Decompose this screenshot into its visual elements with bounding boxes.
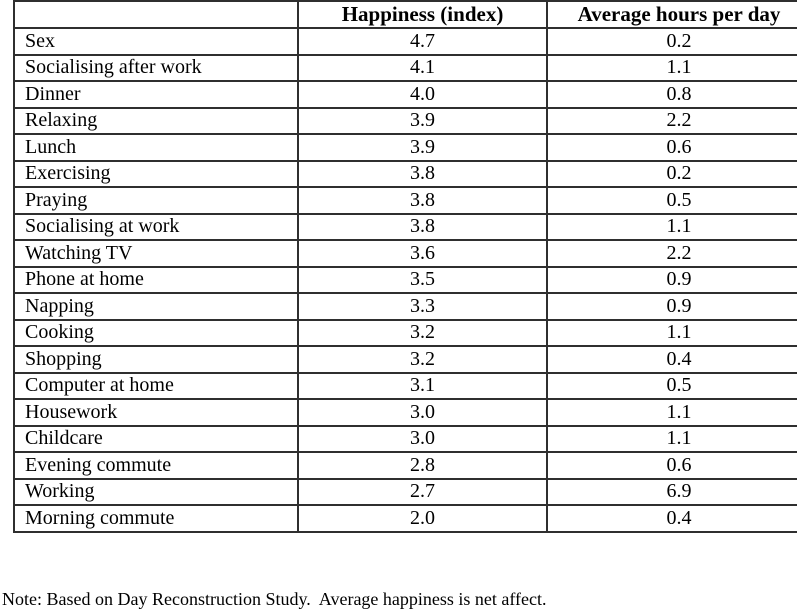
hours-cell: 0.6 [546,133,797,162]
hours-cell: 0.5 [546,186,797,215]
activity-cell: Watching TV [13,239,299,268]
table-row: Watching TV 3.6 2.2 [13,239,797,268]
hours-cell: 0.8 [546,80,797,109]
activity-cell: Morning commute [13,504,299,533]
table-row: Napping 3.3 0.9 [13,292,797,321]
activity-cell: Housework [13,398,299,427]
hours-cell: 0.5 [546,371,797,400]
happiness-cell: 3.8 [297,186,548,215]
hours-cell: 2.2 [546,239,797,268]
table-row: Cooking 3.2 1.1 [13,318,797,347]
happiness-cell: 3.2 [297,318,548,347]
happiness-cell: 3.1 [297,371,548,400]
table-row: Computer at home 3.1 0.5 [13,371,797,400]
hours-cell: 2.2 [546,106,797,135]
table-row: Socialising after work 4.1 1.1 [13,53,797,82]
hours-cell: 0.6 [546,451,797,480]
happiness-cell: 3.8 [297,212,548,241]
happiness-cell: 4.1 [297,53,548,82]
happiness-cell: 3.9 [297,106,548,135]
table-row: Socialising at work 3.8 1.1 [13,212,797,241]
hours-cell: 1.1 [546,212,797,241]
activity-cell: Cooking [13,318,299,347]
hours-cell: 1.1 [546,53,797,82]
activity-cell: Praying [13,186,299,215]
happiness-cell: 2.8 [297,451,548,480]
activity-cell: Childcare [13,424,299,453]
table-note: Note: Based on Day Reconstruction Study.… [2,589,547,609]
hours-cell: 1.1 [546,424,797,453]
table-row: Morning commute 2.0 0.4 [13,504,797,533]
table-row: Working 2.7 6.9 [13,477,797,506]
table-row: Sex 4.7 0.2 [13,27,797,56]
hours-cell: 0.9 [546,292,797,321]
happiness-cell: 4.7 [297,27,548,56]
hours-cell: 6.9 [546,477,797,506]
happiness-activities-table: Happiness (index) Average hours per day … [13,0,797,533]
hours-cell: 1.1 [546,318,797,347]
happiness-cell: 3.0 [297,398,548,427]
activity-cell: Socialising at work [13,212,299,241]
happiness-cell: 3.6 [297,239,548,268]
hours-cell: 0.2 [546,27,797,56]
activity-cell: Dinner [13,80,299,109]
happiness-cell: 3.9 [297,133,548,162]
happiness-cell: 3.5 [297,265,548,294]
table-row: Relaxing 3.9 2.2 [13,106,797,135]
hours-cell: 0.4 [546,504,797,533]
happiness-cell: 4.0 [297,80,548,109]
header-happiness-index: Happiness (index) [297,0,548,29]
header-activity-blank [13,0,299,29]
table-row: Exercising 3.8 0.2 [13,159,797,188]
activity-cell: Relaxing [13,106,299,135]
activity-cell: Napping [13,292,299,321]
header-average-hours: Average hours per day [546,0,797,29]
table-row: Dinner 4.0 0.8 [13,80,797,109]
table-row: Phone at home 3.5 0.9 [13,265,797,294]
activity-cell: Lunch [13,133,299,162]
hours-cell: 0.2 [546,159,797,188]
activity-cell: Working [13,477,299,506]
table-row: Childcare 3.0 1.1 [13,424,797,453]
activity-cell: Evening commute [13,451,299,480]
table-row: Housework 3.0 1.1 [13,398,797,427]
table-row: Evening commute 2.8 0.6 [13,451,797,480]
activity-cell: Phone at home [13,265,299,294]
activity-cell: Computer at home [13,371,299,400]
table-row: Shopping 3.2 0.4 [13,345,797,374]
table-row: Praying 3.8 0.5 [13,186,797,215]
table-row: Lunch 3.9 0.6 [13,133,797,162]
happiness-cell: 3.8 [297,159,548,188]
hours-cell: 0.9 [546,265,797,294]
happiness-cell: 3.3 [297,292,548,321]
hours-cell: 0.4 [546,345,797,374]
activity-cell: Socialising after work [13,53,299,82]
hours-cell: 1.1 [546,398,797,427]
table-header-row: Happiness (index) Average hours per day [13,0,797,29]
activity-cell: Sex [13,27,299,56]
happiness-cell: 3.2 [297,345,548,374]
happiness-cell: 2.0 [297,504,548,533]
activity-cell: Exercising [13,159,299,188]
activity-cell: Shopping [13,345,299,374]
happiness-cell: 2.7 [297,477,548,506]
happiness-cell: 3.0 [297,424,548,453]
